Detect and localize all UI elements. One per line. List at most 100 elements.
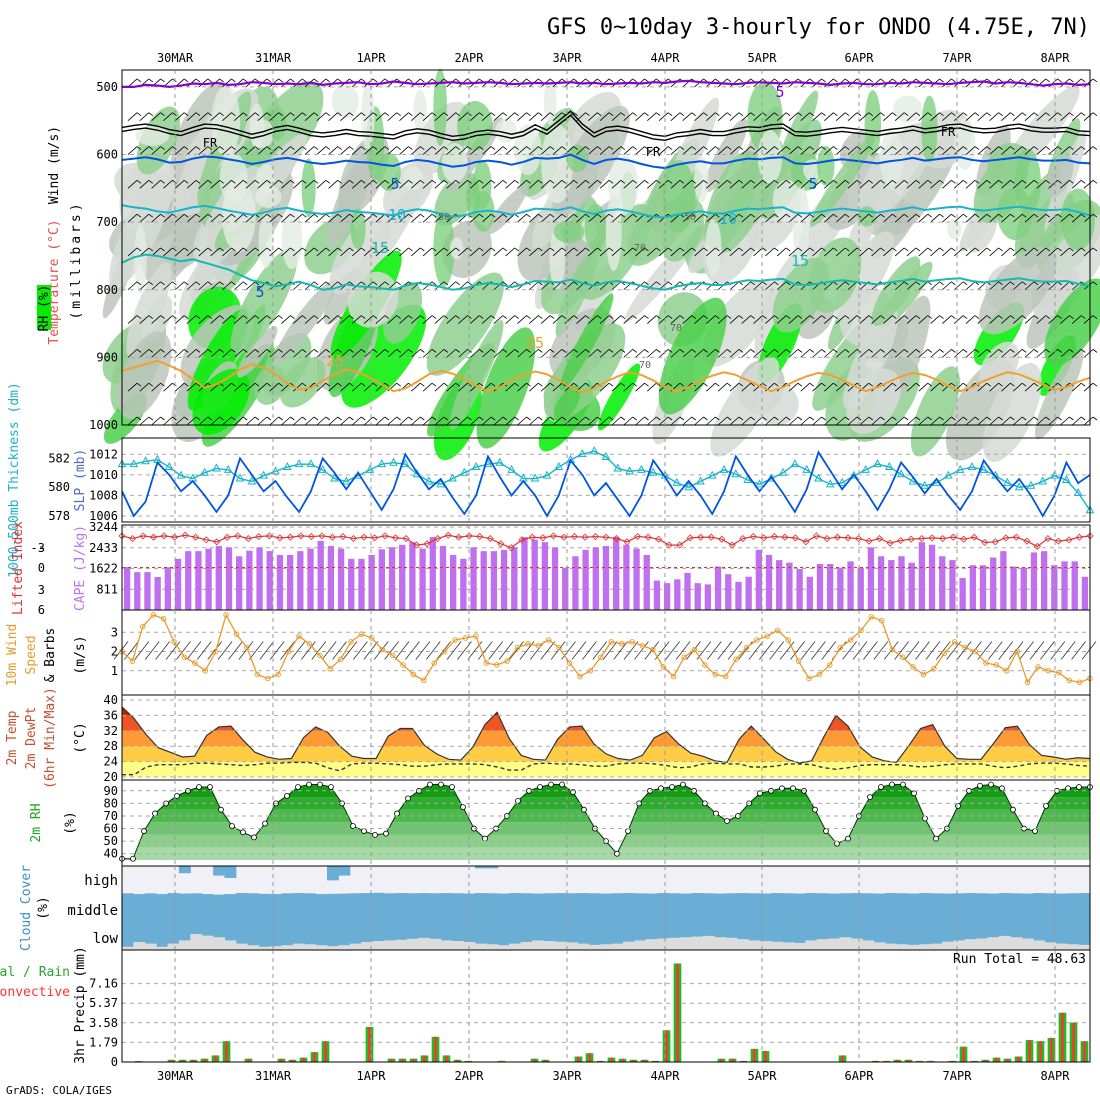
wind-barb — [729, 382, 740, 392]
wind-speed-marker — [962, 644, 968, 651]
wind-barb — [942, 146, 952, 155]
wind-barb-flag — [349, 213, 354, 218]
wind-barb — [163, 180, 173, 189]
wind-barb — [248, 641, 264, 660]
middle-cloud-bar — [258, 893, 271, 950]
wind-barb-flag — [856, 112, 862, 117]
wind-barb — [375, 146, 386, 155]
wind-barb — [1024, 349, 1035, 358]
wind-barb — [304, 349, 315, 358]
cape-bar — [439, 546, 447, 610]
wind-barb — [434, 146, 445, 155]
wind-barb — [127, 382, 138, 392]
wind-barb-flag — [785, 315, 791, 319]
low-cloud-bar — [600, 944, 613, 950]
wind-barb — [281, 213, 291, 223]
wind-barb — [588, 416, 598, 426]
middle-cloud-bar — [771, 893, 784, 950]
wind-barb-flag — [608, 247, 614, 252]
wind-barb-flag — [762, 112, 767, 117]
thickness-marker — [743, 474, 752, 483]
cape-bar — [592, 547, 599, 610]
wind-barb — [694, 349, 704, 358]
wind-barb — [694, 247, 704, 257]
wind-barb-flag — [301, 146, 307, 150]
wind-barb — [505, 416, 515, 426]
wind-barb — [835, 213, 846, 223]
wind-barb-flag — [750, 349, 755, 353]
wind-barb-flag — [502, 78, 508, 83]
wind-barb-flag — [195, 213, 201, 218]
wind-barb-flag — [160, 78, 165, 83]
wind-barb — [753, 146, 763, 155]
lifted-index-marker — [612, 534, 621, 543]
wind-speed-marker — [400, 662, 406, 668]
wind-barb — [741, 382, 751, 392]
wind-barb — [304, 146, 315, 155]
wind-barb — [930, 315, 940, 324]
wind-barb — [458, 180, 468, 189]
wind-barb — [1012, 213, 1023, 223]
wind-barb-flag — [1021, 349, 1027, 353]
wind-speed-marker — [806, 675, 812, 682]
wind-barb — [446, 247, 456, 257]
low-cloud-bar — [907, 944, 920, 950]
lifted-index-marker — [1002, 534, 1010, 542]
rh-shading — [403, 166, 423, 191]
wind-barb — [904, 641, 920, 660]
wind-barb-flag — [349, 180, 354, 184]
low-cloud-bar — [440, 940, 453, 950]
wind-barb-flag — [667, 112, 673, 117]
top-date-axis: 30MAR 31MAR 1APR 2APR 3APR 4APR 5APR 6APR 7APR 8A… — [157, 51, 1070, 65]
bottom-date-label: 3APR — [553, 1069, 583, 1083]
wind-barb-flag — [903, 349, 909, 353]
wind-barb — [670, 213, 681, 223]
wind-barb — [835, 146, 846, 155]
wind-barb-flag — [774, 349, 779, 353]
wind-barb — [493, 281, 504, 291]
wind-barb — [977, 180, 988, 189]
temperature-unit-label: (°C) — [73, 722, 88, 753]
wind-barb-flag — [597, 112, 602, 117]
precip-convective-bar — [170, 1059, 173, 1062]
wind-barb — [765, 349, 775, 358]
rh-marker — [1021, 825, 1027, 832]
wind-barb-flag — [797, 78, 803, 83]
wind-barb — [399, 112, 409, 122]
thickness-marker — [318, 464, 328, 473]
lifted-index-marker — [549, 532, 557, 540]
lifted-index-marker — [602, 533, 610, 541]
wind-barb-flag — [774, 382, 779, 387]
wind-barb — [956, 641, 972, 660]
lifted-index-marker — [623, 538, 631, 546]
wind-barb-flag — [479, 112, 484, 117]
wind-barb-flag — [160, 349, 165, 353]
wind-barb — [139, 281, 150, 291]
lifted-index-marker — [707, 533, 715, 541]
wind-barb-flag — [420, 213, 425, 218]
wind-barb-flag — [254, 382, 260, 387]
lifted-index-marker — [686, 534, 694, 542]
lifted-index-marker — [391, 534, 400, 542]
precip-convective-bar — [291, 1059, 294, 1062]
wind-barb-flag — [679, 180, 685, 184]
wind-barb-flag — [514, 247, 519, 252]
wind-barb-flag — [726, 247, 732, 252]
wind-barb-flag — [667, 416, 673, 421]
wind-barb — [399, 146, 409, 155]
wind-barb — [765, 281, 775, 291]
cape-bar — [898, 556, 905, 610]
wind-speed-line — [121, 613, 1091, 684]
wind-barb — [1083, 213, 1094, 223]
wind-barb-flag — [408, 349, 413, 353]
cape-bar — [286, 554, 294, 610]
wind-barb — [481, 247, 492, 257]
rh-marker — [130, 855, 136, 862]
wind-barb — [290, 641, 306, 660]
wind-barb — [269, 247, 279, 257]
wind-barb — [238, 641, 254, 660]
wind-barb-flag — [608, 213, 614, 218]
wind-barb — [977, 349, 988, 358]
wind-barb-flag — [632, 247, 637, 252]
